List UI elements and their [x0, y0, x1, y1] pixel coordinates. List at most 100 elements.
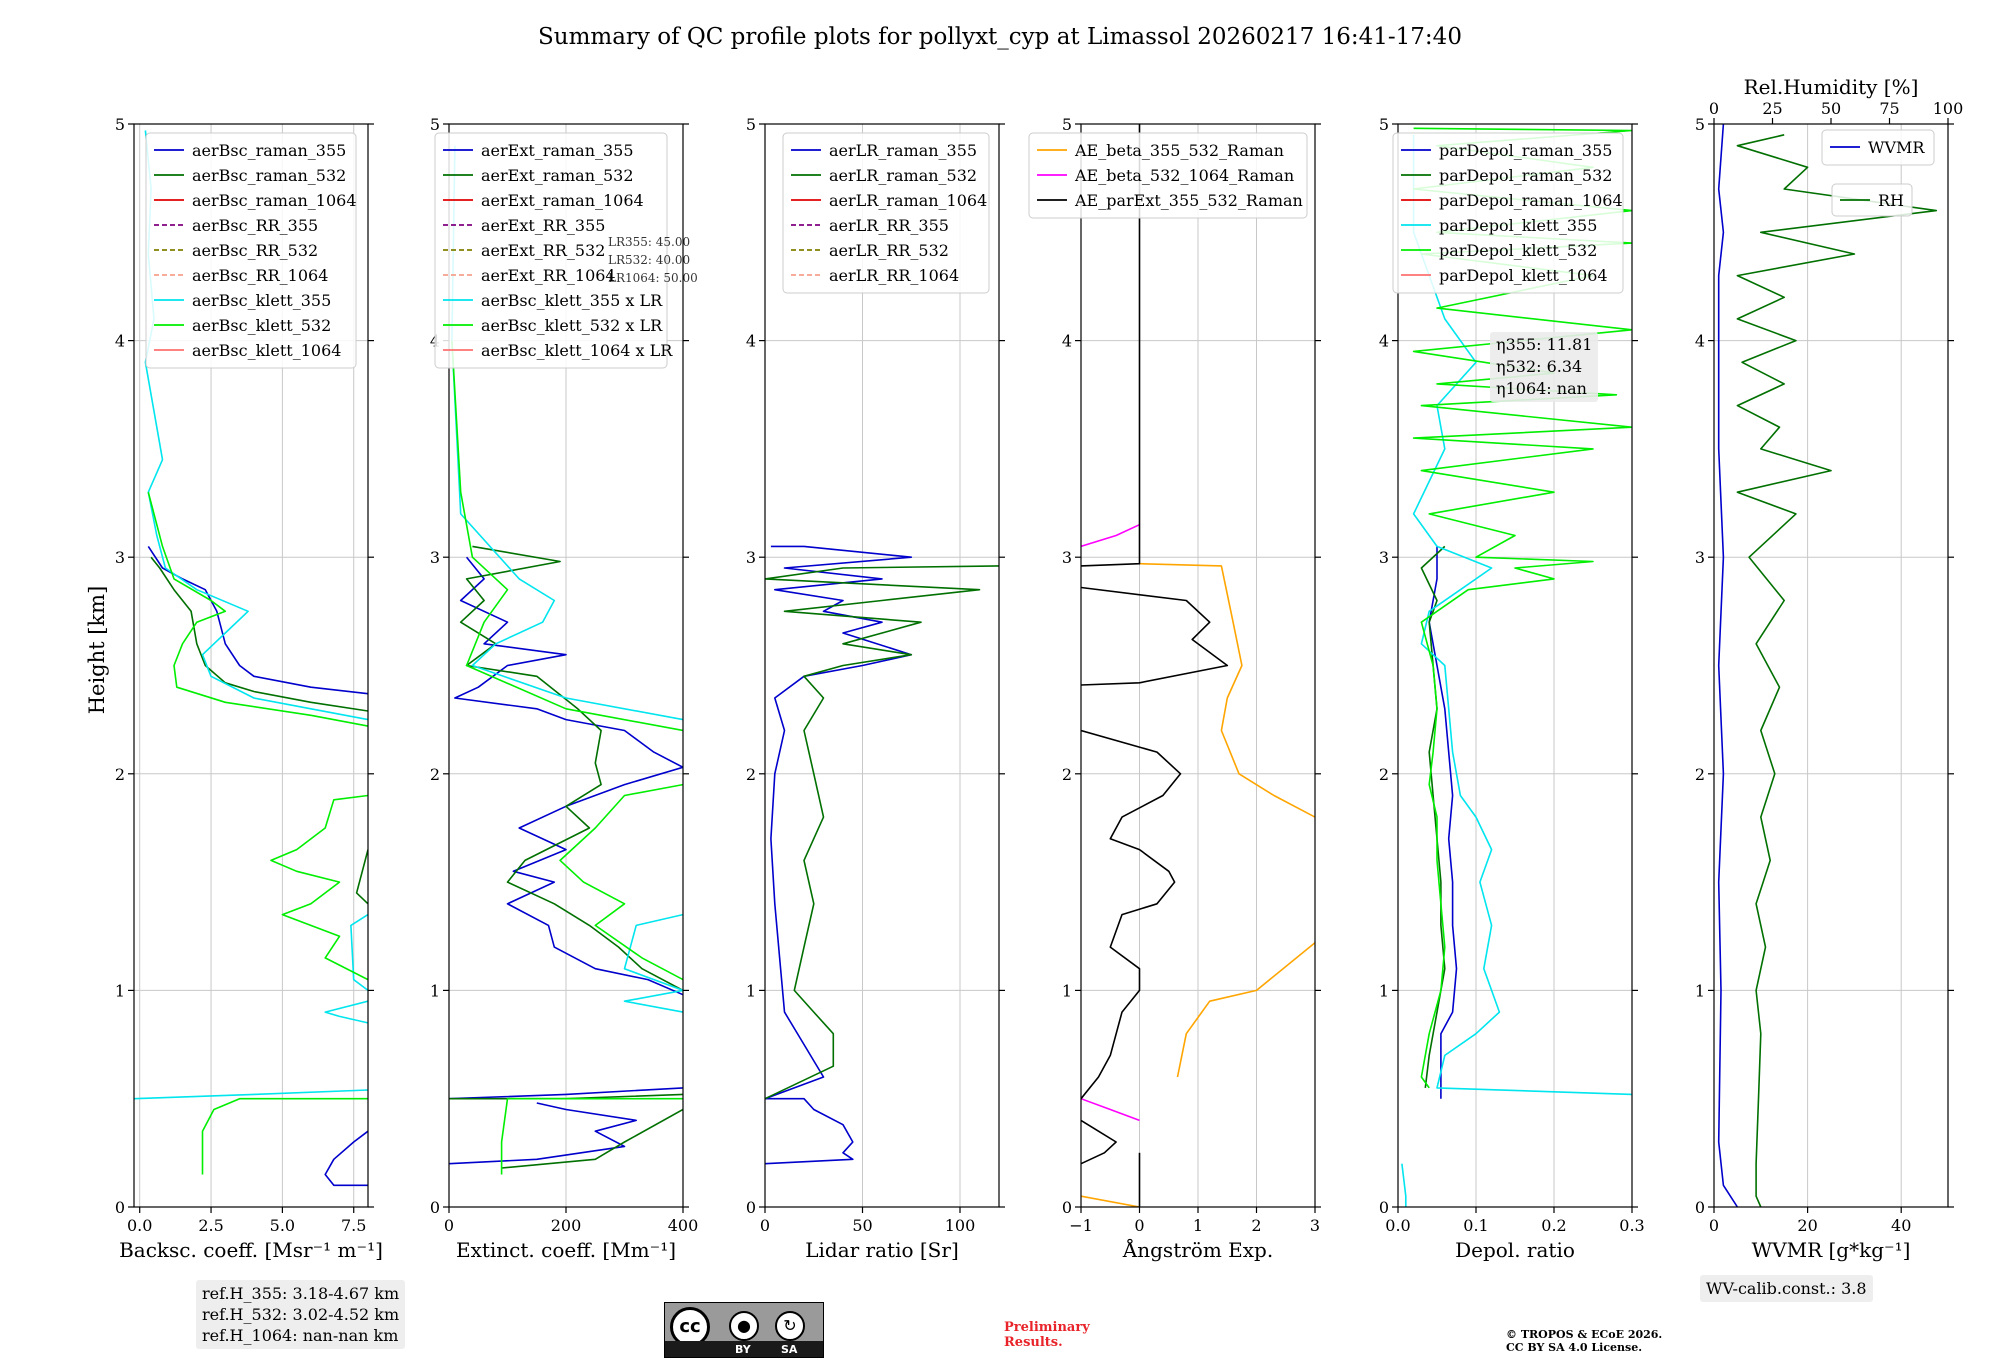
- legend: aerExt_raman_355 aerExt_raman_532 aerExt_r…: [434, 132, 673, 369]
- lr-note: LR355: 45.00: [608, 235, 690, 249]
- x-tick-label: 0.2: [1541, 1216, 1566, 1235]
- legend-label: aerLR_RR_532: [829, 241, 949, 260]
- legend-label: aerBsc_RR_355: [192, 216, 318, 235]
- series-group: [1081, 124, 1315, 1207]
- legend-box: [782, 132, 990, 294]
- series-line-aerBsc_klett_355_low: [350, 913, 368, 992]
- y-tick-label: 1: [1379, 981, 1389, 1000]
- series-line-RH: [1736, 134, 1938, 1207]
- series-line-WVMR: [1717, 124, 1739, 1207]
- series-line-aerBsc_raman_355: [147, 545, 368, 695]
- x-axis-label: WVMR [g*kg⁻¹]: [1752, 1238, 1911, 1262]
- legend: parDepol_raman_355 parDepol_raman_532 parD…: [1392, 132, 1624, 294]
- legend-label: parDepol_raman_355: [1439, 141, 1612, 160]
- y-tick-label: 2: [1695, 765, 1705, 784]
- legend-label: aerBsc_klett_355: [192, 291, 331, 310]
- series-line-AE_parExt_355_532_Raman_pbl: [1081, 1119, 1117, 1165]
- series-group: [1401, 127, 1632, 1207]
- legend-rh: RH: [1831, 183, 1913, 217]
- x-axis-label: Lidar ratio [Sr]: [805, 1238, 959, 1262]
- legend-label: aerExt_raman_1064: [481, 191, 644, 210]
- series-line-aerBsc_klett_532 x LR_mid: [559, 783, 683, 981]
- x-tick-label: 5.0: [270, 1216, 295, 1235]
- cc-sa-label: SA: [781, 1343, 798, 1356]
- y-tick-label: 0: [115, 1198, 125, 1217]
- series-line-AE_beta_355_532_Raman_low: [1176, 942, 1315, 1078]
- legend-label: aerBsc_klett_532: [192, 316, 331, 335]
- preliminary-line-2: Results.: [1004, 1335, 1063, 1350]
- copyright-line-1: © TROPOS & ECoE 2026.: [1506, 1328, 1663, 1341]
- x-axis-label: Ångström Exp.: [1122, 1237, 1273, 1262]
- series-line-aerBsc_klett_355_low2: [324, 1000, 368, 1024]
- x-top-tick-label: 75: [1879, 99, 1899, 118]
- panel-extinction: 0123450200400Extinct. coeff. [Mm⁻¹]aerEx…: [430, 115, 698, 1262]
- y-tick-label: 2: [115, 765, 125, 784]
- x-tick-label: 400: [668, 1216, 699, 1235]
- x-top-tick-label: 25: [1762, 99, 1782, 118]
- x-tick-label: 0: [1709, 1216, 1719, 1235]
- y-tick-label: 3: [1379, 548, 1389, 567]
- x-tick-label: 20: [1797, 1216, 1817, 1235]
- y-tick-label: 2: [430, 765, 440, 784]
- series-line-aerBsc_klett_532_bottom: [201, 1097, 368, 1175]
- legend-label: aerBsc_raman_355: [192, 141, 346, 160]
- legend: aerLR_raman_355 aerLR_raman_532 aerLR_rama…: [782, 132, 990, 294]
- y-tick-label: 2: [1062, 765, 1072, 784]
- series-line-aerBsc_klett_532_mid: [270, 794, 368, 981]
- series-line-aerBsc_klett_355_bottom: [134, 1089, 368, 1100]
- legend-label: parDepol_klett_355: [1439, 216, 1597, 235]
- series-line-AE_beta_532_1064_Raman: [1081, 523, 1140, 548]
- series-line-AE_beta_355_532_Raman: [1139, 562, 1315, 818]
- eta-1064: η1064: nan: [1496, 379, 1587, 398]
- lr-note: LR532: 40.00: [608, 253, 690, 267]
- series-line-aerBsc_raman_532_mid: [355, 849, 368, 905]
- legend-label: aerExt_RR_532: [481, 241, 605, 260]
- x-top-axis-label: Rel.Humidity [%]: [1744, 75, 1919, 99]
- x-tick-label: 0.3: [1619, 1216, 1644, 1235]
- legend-label: AE_beta_355_532_Raman: [1074, 141, 1284, 160]
- cc-badge-footer: [665, 1341, 823, 1357]
- x-tick-label: 0.1: [1463, 1216, 1488, 1235]
- legend-label: aerExt_RR_1064: [481, 266, 616, 285]
- series-line-aerBsc_raman_355_low: [324, 1130, 368, 1187]
- panel-depol: 0 1 2 3 4 5 0.0 0.1 0.2 0.3 Depol. ratio parDepol_r…: [1379, 115, 1645, 1262]
- y-tick-label: 1: [1695, 981, 1705, 1000]
- series-group: [1717, 124, 1938, 1207]
- series-line-AE_beta_532_1064_Raman_low: [1081, 1097, 1140, 1122]
- y-tick-label: 4: [746, 332, 756, 351]
- panel-backscatter: 0 1 2 3 4 5 0.0 2.5 5.0 7.5 Backsc. coeff. [Msr⁻¹ …: [115, 115, 383, 1262]
- y-tick-label: 5: [746, 115, 756, 134]
- x-tick-label: 0: [1134, 1216, 1144, 1235]
- legend-label: AE_parExt_355_532_Raman: [1074, 191, 1303, 210]
- wv-calib-box: WV-calib.const.: 3.8: [1700, 1275, 1873, 1302]
- x-axis-label: Extinct. coeff. [Mm⁻¹]: [456, 1238, 676, 1262]
- y-tick-label: 5: [115, 115, 125, 134]
- legend-label: aerBsc_klett_355 x LR: [481, 291, 663, 310]
- x-tick-label: 0.0: [1385, 1216, 1410, 1235]
- series-line-aerLR_raman_355: [765, 545, 913, 1165]
- series-line-aerBsc_klett_532: [147, 491, 368, 727]
- y-tick-label: 3: [115, 548, 125, 567]
- x-tick-label: −1: [1069, 1216, 1093, 1235]
- y-tick-label: 5: [1379, 115, 1389, 134]
- series-line-parDepol_klett_532: [1412, 127, 1632, 1089]
- series-line-aerExt_raman_532_pbl: [501, 1108, 683, 1169]
- ref-height-box: ref.H_355: 3.18-4.67 km ref.H_532: 3.02-…: [196, 1280, 406, 1349]
- series-group: [449, 145, 683, 1175]
- x-tick-label: 0: [444, 1216, 454, 1235]
- legend-box: [1028, 132, 1308, 219]
- copyright-note: © TROPOS & ECoE 2026. CC BY SA 4.0 Licen…: [1506, 1328, 1662, 1354]
- legend: WVMR: [1821, 129, 1935, 166]
- legend-label: aerLR_RR_355: [829, 216, 949, 235]
- legend-label: parDepol_raman_1064: [1439, 191, 1623, 210]
- sa-share-icon: ↻: [775, 1311, 805, 1341]
- legend-box: [1821, 129, 1935, 166]
- y-tick-label: 1: [115, 981, 125, 1000]
- y-tick-label: 5: [1062, 115, 1072, 134]
- legend: AE_beta_355_532_Raman AE_beta_532_1064_Ra…: [1028, 132, 1308, 219]
- x-tick-label: 3: [1310, 1216, 1320, 1235]
- series-line-aerBsc_klett_532 x LR_low: [500, 1097, 683, 1175]
- panels: 0 1 2 3 4 5 0.0 2.5 5.0 7.5 Backsc. coeff. [Msr⁻¹ …: [115, 75, 1963, 1262]
- series-line-parDepol_klett_355_bottom: [1401, 1163, 1407, 1207]
